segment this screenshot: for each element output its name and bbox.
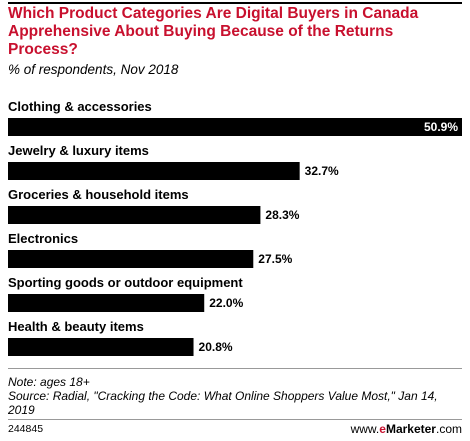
category-label: Sporting goods or outdoor equipment bbox=[8, 275, 243, 290]
emarketer-logo[interactable]: www.eMarketer.com bbox=[351, 422, 462, 436]
top-rule bbox=[8, 2, 462, 4]
logo-brand-e: e bbox=[379, 422, 386, 436]
value-label: 28.3% bbox=[265, 208, 299, 222]
value-label: 50.9% bbox=[424, 120, 458, 134]
category-label: Clothing & accessories bbox=[8, 99, 152, 114]
notes-divider bbox=[8, 368, 462, 369]
value-label: 32.7% bbox=[305, 164, 339, 178]
bar bbox=[8, 162, 300, 180]
bar-chart: Clothing & accessories 50.9% Jewelry & lux… bbox=[8, 99, 462, 356]
footer: 244845 www.eMarketer.com bbox=[8, 422, 462, 438]
bar bbox=[8, 206, 261, 224]
bar bbox=[8, 294, 205, 312]
value-label: 20.8% bbox=[199, 340, 233, 354]
category-label: Jewelry & luxury items bbox=[8, 143, 149, 158]
category-label: Health & beauty items bbox=[8, 319, 144, 334]
logo-prefix: www. bbox=[350, 422, 380, 436]
bar bbox=[8, 118, 462, 136]
value-label: 27.5% bbox=[258, 252, 292, 266]
chart-id: 244845 bbox=[8, 423, 44, 435]
logo-brand-rest: Marketer bbox=[385, 422, 436, 436]
value-label: 22.0% bbox=[209, 296, 243, 310]
notes: Note: ages 18+ Source: Radial, "Cracking… bbox=[8, 375, 463, 417]
category-label: Groceries & household items bbox=[8, 187, 189, 202]
bar bbox=[8, 338, 194, 356]
bar bbox=[8, 250, 254, 268]
chart-subtitle: % of respondents, Nov 2018 bbox=[8, 62, 179, 77]
chart-title: Which Product Categories Are Digital Buy… bbox=[8, 5, 419, 58]
logo-suffix: .com bbox=[435, 422, 462, 436]
category-label: Electronics bbox=[8, 231, 78, 246]
note-text: Note: ages 18+ bbox=[8, 375, 90, 389]
source-text: Source: Radial, "Cracking the Code: What… bbox=[8, 389, 438, 417]
footer-divider bbox=[8, 419, 462, 420]
